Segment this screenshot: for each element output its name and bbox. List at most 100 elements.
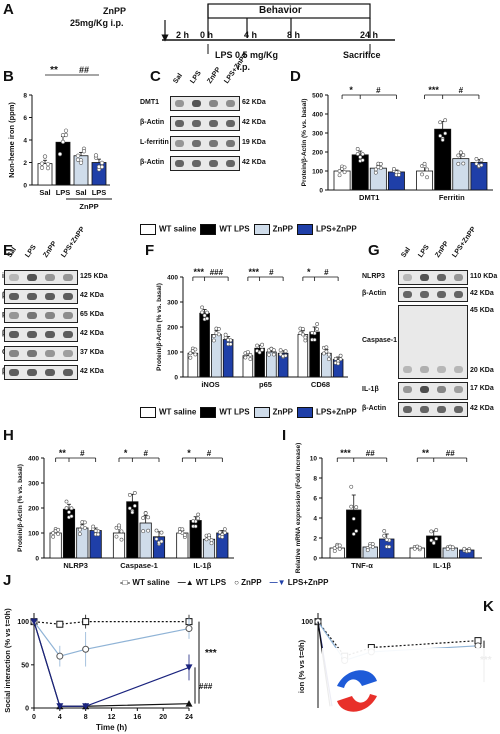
bar	[333, 170, 351, 191]
data-point	[78, 160, 84, 165]
data-point	[429, 529, 434, 534]
y-tick-label: 100	[301, 619, 313, 626]
protein-band	[27, 369, 37, 376]
data-point	[370, 542, 375, 546]
data-point	[429, 538, 434, 543]
y-axis-label: ion (% vs t=0h)	[297, 639, 306, 693]
significance-mark: ##	[366, 449, 375, 458]
data-point	[300, 327, 305, 331]
protein-band	[45, 331, 55, 338]
protein-band	[63, 293, 73, 300]
protein-band	[27, 293, 37, 300]
blot-row-label: β-Actin	[362, 289, 387, 297]
data-point	[202, 313, 207, 318]
data-point	[434, 528, 439, 532]
data-point	[278, 348, 283, 353]
data-point	[77, 532, 82, 536]
kda-label: 19 KDa	[242, 139, 266, 146]
y-tick-label: 2	[313, 536, 317, 543]
data-point	[425, 175, 429, 180]
lane-label: LPS	[417, 243, 431, 259]
data-point	[188, 351, 193, 356]
y-tick-label: 100	[312, 169, 323, 176]
x-tick-label: 8	[84, 714, 88, 721]
data-point	[260, 347, 265, 352]
significance-mark: *	[349, 85, 353, 95]
y-tick-label: 0	[25, 706, 29, 713]
data-marker	[82, 645, 90, 653]
data-point	[64, 499, 69, 504]
data-marker	[82, 618, 90, 626]
data-point	[298, 331, 303, 335]
data-point	[217, 530, 222, 535]
znpp-dose-line2: 25mg/Kg i.p.	[70, 18, 124, 28]
data-point	[207, 533, 211, 538]
significance-mark: *	[124, 448, 128, 458]
category-label: DMT1	[359, 193, 379, 202]
chart-d: 0 100 200 300 400 500 Protein/β-Actin (% vs. b…	[301, 85, 493, 202]
protein-band	[403, 406, 412, 413]
data-point	[342, 165, 347, 170]
protein-band	[63, 350, 73, 357]
protein-band	[9, 369, 19, 376]
data-point	[474, 157, 479, 161]
blot-strip	[4, 270, 78, 285]
data-point	[63, 128, 69, 133]
legend-lps-znpp: LPS+ZnPP	[297, 407, 357, 418]
data-point	[333, 356, 338, 361]
timeline-diagram	[161, 3, 395, 54]
protein-band	[192, 160, 201, 167]
data-point	[384, 537, 389, 542]
data-point	[223, 332, 228, 337]
data-point	[216, 326, 221, 331]
bar	[351, 154, 369, 191]
data-point	[64, 506, 69, 511]
blot-row-label: β-Actin	[140, 119, 165, 126]
data-point	[337, 169, 342, 173]
data-point	[248, 353, 253, 357]
data-point	[461, 161, 466, 166]
data-point	[159, 530, 164, 535]
data-point	[349, 504, 354, 509]
y-axis-label: Protein/β-Actin (% vs. basal)	[301, 99, 308, 187]
data-point	[462, 546, 467, 551]
data-marker	[82, 703, 90, 710]
protein-band	[226, 100, 235, 107]
protein-band	[9, 312, 19, 319]
blot-strip	[170, 116, 240, 131]
data-point	[443, 131, 448, 136]
data-point	[360, 152, 365, 157]
data-point	[338, 353, 343, 358]
x-tick-label: 16	[133, 714, 141, 721]
significance-mark: **	[422, 448, 430, 458]
data-point	[99, 164, 105, 169]
protein-band	[27, 274, 37, 281]
significance-mark: #	[376, 86, 381, 95]
kda-label: 45 KDa	[470, 307, 494, 314]
data-point	[248, 357, 253, 361]
significance-mark: ***	[248, 267, 259, 277]
data-point	[159, 539, 164, 544]
sacrifice-label: Sacrifice	[343, 50, 381, 60]
bar	[55, 141, 71, 186]
data-point	[146, 528, 151, 533]
lane-label: ZnPP	[42, 240, 59, 259]
data-marker	[56, 703, 64, 710]
legend-wt-saline: WT saline	[140, 407, 196, 418]
data-point	[354, 505, 359, 510]
protein-band	[175, 100, 184, 107]
kda-label: 42 KDa	[80, 292, 104, 299]
data-point	[119, 529, 124, 534]
data-point	[82, 520, 87, 525]
protein-band	[437, 366, 446, 373]
y-axis-label: Non-heme iron (ppm)	[7, 102, 16, 178]
y-tick-label: 10	[310, 456, 318, 463]
protein-band	[9, 350, 19, 357]
series-line	[33, 621, 190, 707]
protein-band	[454, 366, 463, 373]
kda-label: 17 KDa	[470, 385, 494, 392]
x-tick-label: 24	[185, 714, 193, 721]
y-tick-label: 0	[23, 183, 27, 190]
significance-mark: ##	[446, 449, 455, 458]
x-tick-label: 4	[58, 714, 62, 721]
